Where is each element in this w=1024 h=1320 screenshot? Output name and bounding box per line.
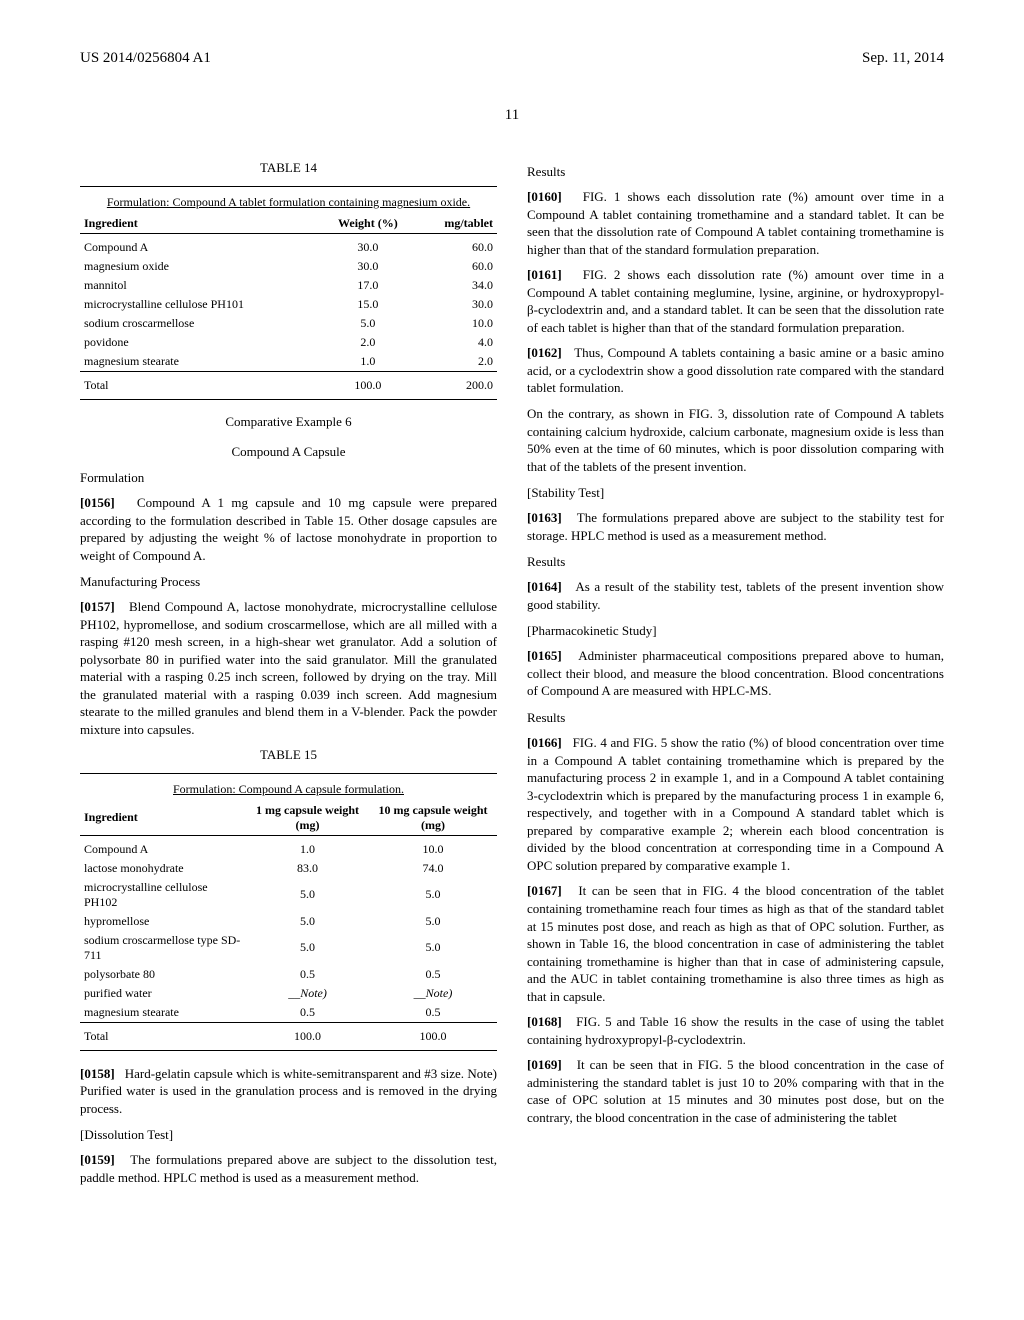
para-num: [0168]	[527, 1014, 562, 1029]
table-row: microcrystalline cellulose PH10115.030.0	[80, 295, 497, 314]
table14-caption: Formulation: Compound A tablet formulati…	[80, 191, 497, 214]
table-row: magnesium oxide30.060.0	[80, 257, 497, 276]
para-0162b: On the contrary, as shown in FIG. 3, dis…	[527, 405, 944, 475]
para-0161: [0161] FIG. 2 shows each dissolution rat…	[527, 266, 944, 336]
table-row: hypromellose5.05.0	[80, 912, 497, 931]
para-0167: [0167] It can be seen that in FIG. 4 the…	[527, 882, 944, 1005]
table-row: lactose monohydrate83.074.0	[80, 859, 497, 878]
results-heading-2: Results	[527, 554, 944, 570]
table-row: Compound A30.060.0	[80, 238, 497, 257]
table14-h2: mg/tablet	[416, 214, 497, 234]
table-row: povidone2.04.0	[80, 333, 497, 352]
left-column: TABLE 14 Formulation: Compound A tablet …	[80, 154, 497, 1194]
comp-ex6-title: Comparative Example 6	[80, 414, 497, 430]
formulation-heading: Formulation	[80, 470, 497, 486]
table-row: purified water__Note)__Note)	[80, 984, 497, 1003]
page-number: 11	[80, 107, 944, 124]
patent-date: Sep. 11, 2014	[862, 50, 944, 67]
dissolution-heading: [Dissolution Test]	[80, 1127, 497, 1143]
table15: Formulation: Compound A capsule formulat…	[80, 773, 497, 1051]
para-num: [0160]	[527, 189, 562, 204]
para-0169: [0169] It can be seen that in FIG. 5 the…	[527, 1056, 944, 1126]
para-num: [0162]	[527, 345, 562, 360]
para-0168: [0168] FIG. 5 and Table 16 show the resu…	[527, 1013, 944, 1048]
para-0157: [0157] Blend Compound A, lactose monohyd…	[80, 598, 497, 738]
para-0159: [0159] The formulations prepared above a…	[80, 1151, 497, 1186]
table-row: magnesium stearate0.50.5	[80, 1003, 497, 1023]
para-num: [0166]	[527, 735, 562, 750]
table-row-total: Total100.0100.0	[80, 1027, 497, 1046]
para-num: [0161]	[527, 267, 562, 282]
table-row: sodium croscarmellose5.010.0	[80, 314, 497, 333]
table14-title: TABLE 14	[80, 160, 497, 176]
para-num: [0158]	[80, 1066, 115, 1081]
table15-h1: 1 mg capsule weight (mg)	[246, 801, 369, 836]
para-num: [0164]	[527, 579, 562, 594]
patent-number: US 2014/0256804 A1	[80, 50, 211, 67]
table14-h1: Weight (%)	[320, 214, 417, 234]
para-0160: [0160] FIG. 1 shows each dissolution rat…	[527, 188, 944, 258]
para-0162: [0162] Thus, Compound A tablets containi…	[527, 344, 944, 397]
pk-heading: [Pharmacokinetic Study]	[527, 623, 944, 639]
para-0158: [0158] Hard-gelatin capsule which is whi…	[80, 1065, 497, 1118]
table15-h2: 10 mg capsule weight (mg)	[369, 801, 497, 836]
table-row: Compound A1.010.0	[80, 840, 497, 859]
para-0156: [0156] Compound A 1 mg capsule and 10 mg…	[80, 494, 497, 564]
table15-h0: Ingredient	[80, 801, 246, 836]
table15-title: TABLE 15	[80, 747, 497, 763]
para-num: [0169]	[527, 1057, 562, 1072]
table14: Formulation: Compound A tablet formulati…	[80, 186, 497, 400]
table-row-total: Total100.0200.0	[80, 376, 497, 395]
manuf-heading: Manufacturing Process	[80, 574, 497, 590]
para-num: [0165]	[527, 648, 562, 663]
right-column: Results [0160] FIG. 1 shows each dissolu…	[527, 154, 944, 1194]
results-heading-1: Results	[527, 164, 944, 180]
para-num: [0163]	[527, 510, 562, 525]
content-columns: TABLE 14 Formulation: Compound A tablet …	[80, 154, 944, 1194]
table-row: polysorbate 800.50.5	[80, 965, 497, 984]
table-row: microcrystalline cellulose PH1025.05.0	[80, 878, 497, 912]
page-header: US 2014/0256804 A1 Sep. 11, 2014	[80, 50, 944, 67]
table14-h0: Ingredient	[80, 214, 320, 234]
results-heading-3: Results	[527, 710, 944, 726]
para-0164: [0164] As a result of the stability test…	[527, 578, 944, 613]
table-row: sodium croscarmellose type SD-7115.05.0	[80, 931, 497, 965]
para-0166: [0166] FIG. 4 and FIG. 5 show the ratio …	[527, 734, 944, 874]
para-num: [0156]	[80, 495, 115, 510]
para-num: [0159]	[80, 1152, 115, 1167]
para-0163: [0163] The formulations prepared above a…	[527, 509, 944, 544]
table-row: mannitol17.034.0	[80, 276, 497, 295]
comp-ex6-subtitle: Compound A Capsule	[80, 444, 497, 460]
para-num: [0167]	[527, 883, 562, 898]
para-num: [0157]	[80, 599, 115, 614]
table15-caption: Formulation: Compound A capsule formulat…	[80, 778, 497, 801]
table-row: magnesium stearate1.02.0	[80, 352, 497, 372]
stability-heading: [Stability Test]	[527, 485, 944, 501]
para-0165: [0165] Administer pharmaceutical composi…	[527, 647, 944, 700]
